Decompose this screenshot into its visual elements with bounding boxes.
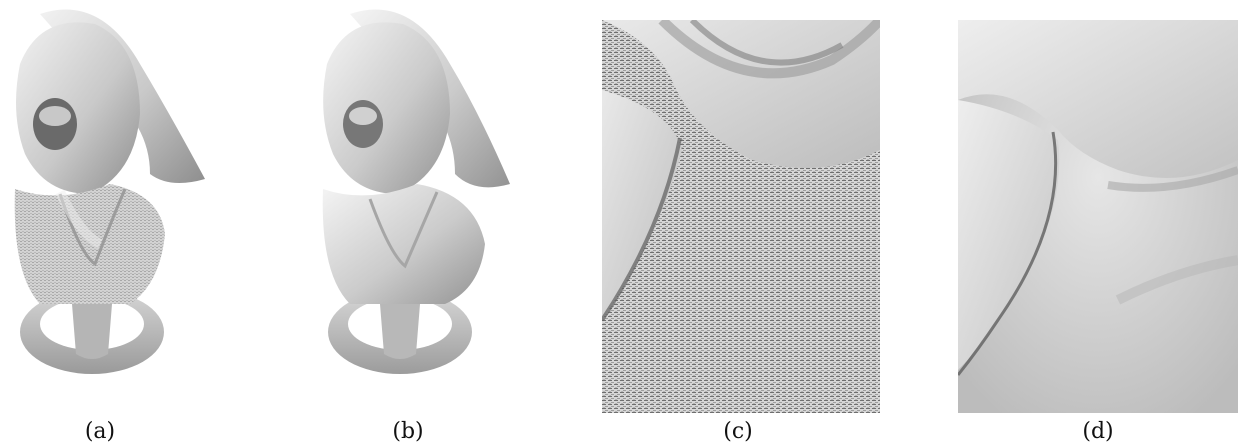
caption-c: (c) [723, 419, 753, 444]
panel-a-noisy-bust-render [0, 4, 215, 390]
caption-a: (a) [84, 419, 116, 444]
panel-d-smoothed-closeup [958, 20, 1238, 413]
panel-b-smoothed-bust-render [305, 4, 525, 390]
caption-b: (b) [392, 419, 424, 444]
panel-c-noisy-closeup [602, 20, 880, 413]
caption-d: (d) [1082, 419, 1114, 444]
